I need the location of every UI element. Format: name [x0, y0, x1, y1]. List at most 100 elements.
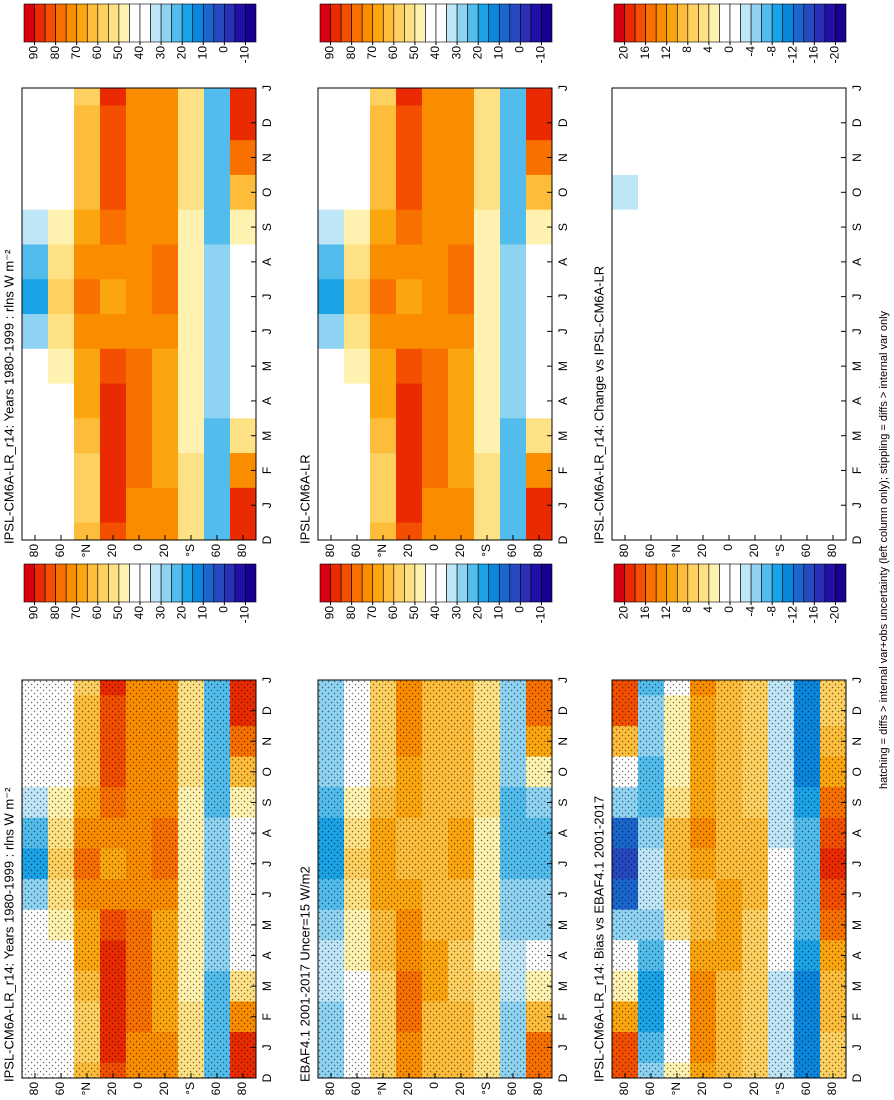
cell	[152, 487, 179, 523]
cell	[820, 139, 846, 175]
colorbar-box	[498, 3, 511, 43]
cell	[100, 452, 127, 488]
x-tick-label: A	[260, 952, 274, 960]
colorbar-box	[129, 563, 141, 603]
x-tick-label: M	[260, 920, 274, 930]
cell	[370, 104, 397, 141]
cell	[664, 209, 691, 245]
cell	[422, 487, 449, 523]
panel: IPSL-CM6A-LR_r14: Bias vs EBAF4.1 2001-2…	[591, 563, 864, 1096]
colorbar-box	[435, 3, 447, 43]
cell	[396, 382, 423, 419]
colorbar-box	[814, 563, 826, 603]
x-tick-label: M	[556, 431, 570, 441]
cell	[716, 348, 743, 384]
colorbar-box	[530, 3, 542, 43]
y-tick-label: °S	[183, 1082, 197, 1095]
cell	[370, 487, 397, 523]
cell	[152, 348, 179, 384]
colorbar-tick-label: 60	[386, 46, 400, 60]
cell	[318, 313, 345, 349]
cell	[820, 88, 846, 106]
cell	[448, 348, 475, 384]
colorbar-box	[613, 563, 625, 603]
x-tick-label: N	[556, 153, 570, 162]
colorbar-tick-label: 10	[195, 606, 209, 620]
cell	[152, 313, 179, 349]
colorbar-tick-label: 20	[470, 46, 484, 60]
x-tick-label: O	[260, 188, 274, 197]
x-tick-label: O	[260, 767, 274, 776]
cell	[474, 452, 501, 488]
cell	[74, 487, 101, 523]
cell	[612, 174, 639, 210]
colorbar-box	[446, 3, 458, 43]
cell	[664, 104, 691, 141]
x-tick-label: A	[850, 952, 864, 960]
colorbar-box	[319, 3, 331, 43]
colorbar-box	[160, 3, 172, 43]
cell	[370, 209, 397, 245]
colorbar-box	[97, 563, 109, 603]
x-tick-label: F	[260, 467, 274, 474]
colorbar-box	[824, 3, 836, 43]
y-tick-label: 60	[643, 1082, 657, 1096]
x-tick-label: M	[556, 920, 570, 930]
cell	[22, 382, 49, 419]
colorbar-box	[750, 3, 762, 43]
x-tick-label: M	[260, 361, 274, 371]
cell	[396, 88, 423, 106]
cell	[768, 313, 795, 349]
colorbar-box	[488, 3, 500, 43]
cell	[422, 417, 449, 454]
cell	[318, 174, 345, 210]
colorbar-box	[319, 563, 331, 603]
cell	[500, 382, 527, 419]
colorbar-box	[729, 3, 741, 43]
cell	[22, 348, 49, 384]
cell	[74, 243, 101, 280]
colorbar-box	[234, 563, 246, 603]
cell	[612, 417, 639, 454]
cell	[230, 382, 256, 419]
y-tick-label: 80	[27, 1082, 41, 1096]
cell	[422, 278, 449, 314]
colorbar-tick-label: 20	[470, 606, 484, 620]
cell	[126, 382, 153, 419]
cell	[500, 209, 527, 245]
cell	[474, 209, 501, 245]
colorbar-tick-label: 60	[90, 606, 104, 620]
cell	[716, 139, 743, 175]
x-tick-label: J	[556, 502, 570, 508]
x-tick-label: O	[556, 767, 570, 776]
colorbar-tick-label: 80	[344, 606, 358, 620]
cell	[422, 452, 449, 488]
cell	[448, 417, 475, 454]
cell	[794, 139, 821, 175]
colorbar-box	[467, 563, 479, 603]
cell	[230, 417, 256, 454]
x-tick-label: J	[260, 85, 274, 91]
cell	[768, 243, 795, 280]
cell	[204, 452, 231, 488]
colorbar-box	[520, 3, 532, 43]
cell	[716, 487, 743, 523]
cell	[48, 104, 75, 141]
x-tick-label: J	[556, 891, 570, 897]
colorbar-box	[645, 3, 657, 43]
cell	[318, 348, 345, 384]
cell	[638, 382, 665, 419]
cell	[690, 313, 717, 349]
cell	[204, 382, 231, 419]
cell	[716, 452, 743, 488]
panel-title: IPSL-CM6A-LR_r14: Years 1980-1999 : rlns…	[1, 249, 16, 544]
x-tick-label: O	[556, 188, 570, 197]
colorbar-box	[782, 3, 794, 43]
cell	[204, 487, 231, 523]
cell	[448, 243, 475, 280]
cell	[318, 487, 345, 523]
cell	[794, 243, 821, 280]
cell	[794, 88, 821, 106]
cell	[690, 209, 717, 245]
